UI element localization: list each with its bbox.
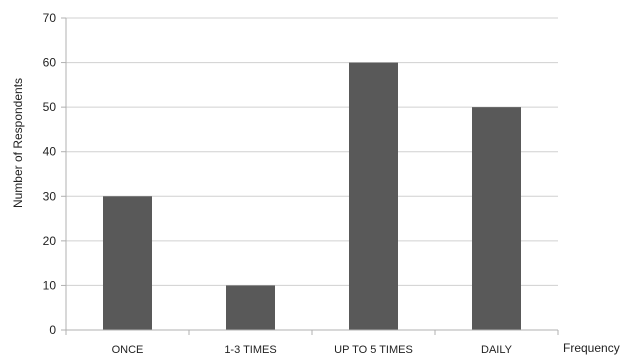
- axes: [61, 17, 559, 335]
- y-tick-labels: 0 10 20 30 40 50 60 70: [43, 11, 57, 337]
- y-tick-label: 10: [43, 278, 57, 292]
- y-tick-label: 20: [43, 234, 57, 248]
- bar: [103, 196, 152, 330]
- y-tick-label: 0: [49, 323, 56, 337]
- x-axis-label: Frequency: [563, 341, 620, 355]
- y-tick-label: 70: [43, 11, 57, 25]
- bars: [103, 62, 521, 331]
- y-tick-label: 60: [43, 56, 57, 70]
- x-tick-label: ONCE: [112, 344, 144, 356]
- y-axis-label: Number of Respondents: [11, 78, 25, 208]
- x-tick-label: DAILY: [481, 344, 513, 356]
- x-tick-label: UP TO 5 TIMES: [334, 344, 413, 356]
- y-tick-label: 30: [43, 189, 57, 203]
- bar: [349, 62, 398, 330]
- bar: [226, 285, 275, 330]
- x-tick-labels: ONCE 1-3 TIMES UP TO 5 TIMES DAILY: [112, 344, 513, 356]
- y-tick-label: 40: [43, 145, 57, 159]
- x-tick-label: 1-3 TIMES: [224, 344, 276, 356]
- y-tick-label: 50: [43, 100, 57, 114]
- bar: [472, 107, 521, 331]
